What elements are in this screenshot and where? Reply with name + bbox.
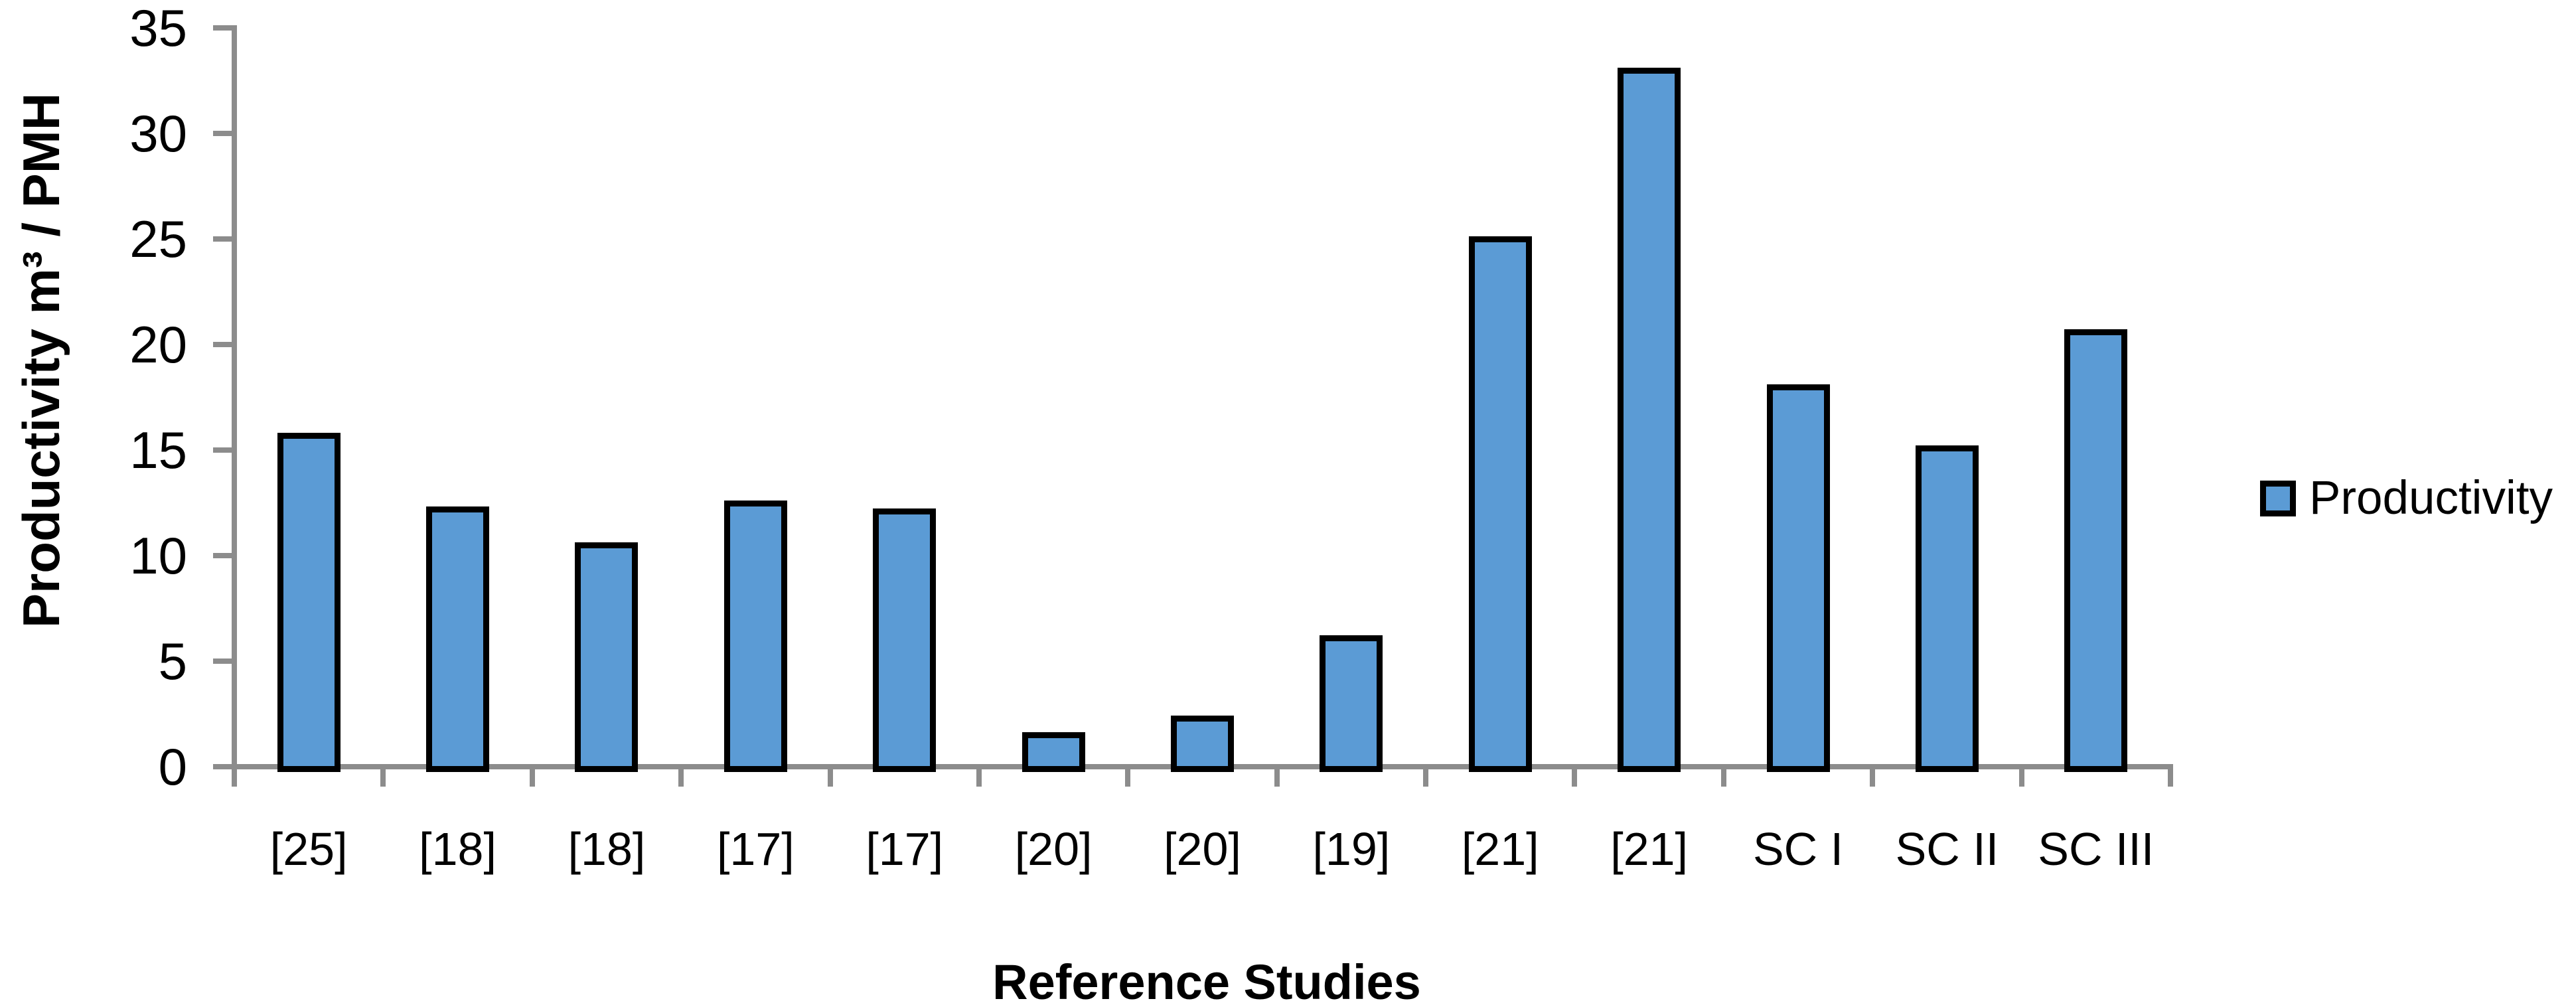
x-tick-mark xyxy=(678,769,684,787)
x-axis-title: Reference Studies xyxy=(992,955,1421,1007)
bar-[21] xyxy=(1618,67,1681,772)
x-category-label: [20] xyxy=(1164,823,1241,875)
y-tick-mark xyxy=(213,447,234,453)
y-tick-label: 35 xyxy=(129,0,187,57)
y-axis-title: Productivity m³ / PMH xyxy=(12,92,70,629)
bar-SC III xyxy=(2064,329,2128,772)
y-tick-label: 0 xyxy=(158,737,187,796)
x-tick-mark xyxy=(976,769,982,787)
x-tick-mark xyxy=(1870,769,1876,787)
x-tick-mark xyxy=(2168,769,2173,787)
y-tick-mark xyxy=(213,131,234,136)
x-category-label: [18] xyxy=(568,823,646,875)
y-tick-label: 10 xyxy=(129,526,187,585)
x-tick-mark xyxy=(1423,769,1429,787)
x-tick-mark xyxy=(1274,769,1280,787)
bar-SC I xyxy=(1766,384,1830,772)
x-tick-mark xyxy=(1720,769,1726,787)
x-category-label: [18] xyxy=(419,823,496,875)
bar-[19] xyxy=(1320,635,1383,772)
y-tick-mark xyxy=(213,25,234,31)
y-tick-label: 5 xyxy=(158,632,187,690)
legend-swatch xyxy=(2260,481,2296,516)
x-tick-mark xyxy=(380,769,386,787)
x-tick-mark xyxy=(2018,769,2024,787)
bar-[21] xyxy=(1468,236,1532,772)
y-axis-line xyxy=(232,25,237,785)
legend: Productivity xyxy=(2260,471,2553,526)
x-category-label: [25] xyxy=(269,823,348,875)
bar-[20] xyxy=(1171,715,1234,772)
x-tick-mark xyxy=(1125,769,1131,787)
x-category-label: [20] xyxy=(1014,823,1093,875)
x-tick-mark xyxy=(1572,769,1578,787)
x-tick-mark xyxy=(232,769,237,787)
x-category-label: [17] xyxy=(866,823,944,875)
bar-[25] xyxy=(277,432,341,772)
bar-[18] xyxy=(426,506,490,772)
x-category-label: [17] xyxy=(716,823,795,875)
bar-[17] xyxy=(873,508,937,772)
y-tick-mark xyxy=(213,342,234,347)
y-tick-label: 25 xyxy=(129,210,187,268)
y-tick-mark xyxy=(213,764,234,769)
bar-[20] xyxy=(1022,732,1085,772)
x-category-label: [21] xyxy=(1610,823,1689,875)
y-tick-label: 15 xyxy=(129,421,187,479)
x-category-label: SC III xyxy=(2038,823,2155,875)
x-tick-mark xyxy=(529,769,535,787)
x-category-label: [19] xyxy=(1312,823,1391,875)
x-category-label: SC II xyxy=(1895,823,1999,875)
y-tick-label: 30 xyxy=(129,104,187,163)
y-tick-mark xyxy=(213,553,234,558)
bar-[17] xyxy=(723,500,787,772)
x-tick-mark xyxy=(827,769,833,787)
y-tick-label: 20 xyxy=(129,315,187,374)
x-category-label: SC I xyxy=(1752,823,1844,875)
bar-SC II xyxy=(1915,445,1979,772)
y-tick-mark xyxy=(213,236,234,242)
legend-label: Productivity xyxy=(2309,472,2553,524)
x-category-label: [21] xyxy=(1461,823,1539,875)
bar-[18] xyxy=(575,542,639,772)
y-tick-mark xyxy=(213,658,234,664)
